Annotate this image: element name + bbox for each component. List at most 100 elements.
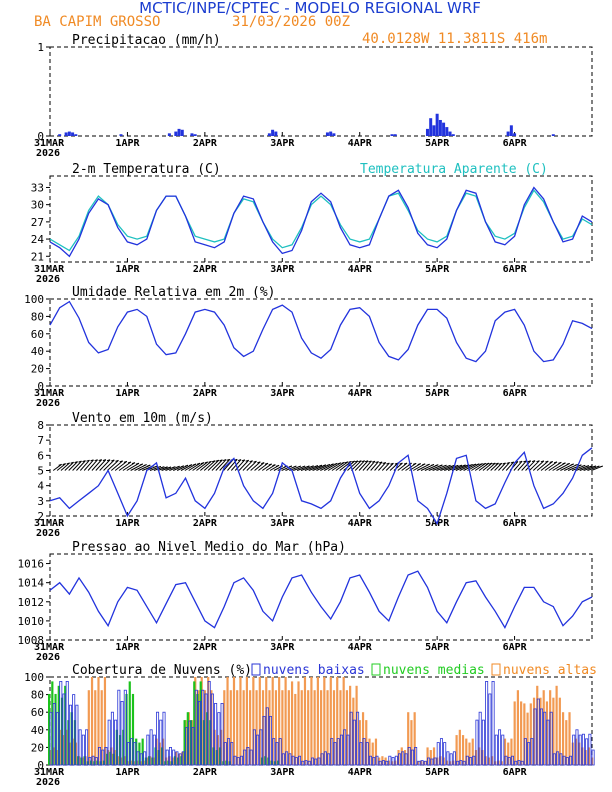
wind-barb-head — [502, 462, 506, 465]
wind-barb — [110, 460, 124, 471]
precip-bar — [435, 113, 439, 136]
pressure-title: Pressao ao Nivel Medio do Mar (hPa) — [72, 540, 346, 555]
wind-barb — [501, 462, 511, 471]
wind-barb-head — [66, 462, 70, 465]
high-cloud-bar — [310, 677, 313, 765]
wind-barb-head — [531, 460, 536, 463]
low-cloud-bar — [333, 742, 337, 766]
high-cloud-bar — [513, 701, 516, 765]
low-cloud-bar — [404, 753, 408, 766]
wind-barb-head — [553, 461, 558, 464]
low-cloud-bar — [527, 742, 531, 766]
low-cloud-bar — [249, 749, 253, 766]
wind-barb-head — [510, 461, 514, 464]
high-cloud-bar — [565, 720, 568, 765]
low-cloud-bar — [78, 729, 82, 766]
low-cloud-bar — [130, 738, 134, 766]
high-cloud-bar — [278, 677, 281, 765]
wind-barb-head — [74, 461, 78, 464]
wind-barb — [261, 463, 273, 471]
humidity-xlabel: 5APR — [425, 388, 450, 399]
low-cloud-bar — [378, 760, 382, 766]
wind-barb — [200, 460, 212, 471]
clouds-ylabel: 100 — [24, 671, 44, 684]
high-cloud-bar — [368, 738, 371, 765]
pressure-xlabel: 5APR — [425, 642, 450, 653]
precip-bar — [425, 128, 429, 136]
low-cloud-bar — [252, 729, 256, 766]
wind-panel: 31MAR 1APR 2APR 3APR 4APR 5APR 6APR20262345678… — [34, 411, 603, 539]
wind-barb — [203, 460, 216, 471]
cloud-legend-swatch — [491, 663, 501, 676]
low-cloud-bar — [546, 719, 550, 766]
high-cloud-bar — [87, 690, 90, 765]
low-cloud-bar — [285, 751, 289, 766]
wind-barb-head — [476, 463, 480, 466]
wind-barb-head — [375, 461, 379, 464]
low-cloud-bar — [243, 749, 247, 766]
high-cloud-bar — [523, 703, 526, 765]
wind-barb-head — [592, 465, 597, 468]
low-cloud-bar — [569, 755, 573, 766]
humidity-xlabel: 4APR — [348, 388, 373, 399]
wind-barb — [478, 462, 490, 471]
high-cloud-bar — [229, 690, 232, 765]
high-cloud-bar — [281, 690, 284, 765]
precip-panel: 31MAR 1APR 2APR 3APR 4APR 5APR 6APR 2026 0 1 Preci… — [34, 33, 593, 159]
header-coords: 40.0128W 11.3811S 416m — [362, 31, 547, 47]
low-cloud-bar — [420, 760, 424, 766]
wind-barb-head — [215, 459, 219, 462]
wind-barb-head — [570, 463, 574, 466]
wind-barb — [95, 459, 107, 471]
precip-bar — [190, 133, 194, 136]
wind-barb — [196, 461, 209, 471]
wind-barb-head — [86, 459, 90, 462]
low-cloud-bar — [368, 755, 372, 766]
low-cloud-bar — [436, 742, 440, 766]
low-cloud-bar — [146, 734, 150, 766]
low-cloud-bar — [175, 751, 179, 766]
low-cloud-bar — [120, 701, 124, 766]
clouds-xlabel: 6APR — [503, 767, 528, 778]
wind-barb — [83, 459, 94, 471]
wind-barb-head — [219, 459, 223, 462]
high-cloud-bar — [94, 690, 97, 765]
wind-barb-head — [288, 465, 293, 468]
low-cloud-bar — [423, 760, 427, 766]
wind-ylabel: 7 — [37, 434, 44, 447]
wind-barb — [335, 461, 349, 471]
wind-xlabel: 3APR — [270, 518, 295, 529]
high-cloud-bar — [558, 697, 561, 765]
high-cloud-bar — [458, 729, 461, 765]
low-cloud-bar — [472, 755, 476, 766]
humidity-year: 2026 — [36, 398, 60, 409]
low-cloud-bar — [191, 727, 195, 766]
low-cloud-bar — [68, 704, 72, 766]
low-cloud-bar — [543, 711, 547, 766]
high-cloud-bar — [552, 697, 555, 765]
wind-barb-head — [245, 459, 249, 462]
wind-barb-head — [488, 462, 493, 465]
low-cloud-bar — [475, 719, 479, 766]
low-cloud-bar — [281, 753, 285, 766]
low-cloud-bar — [456, 760, 460, 766]
wind-barb-head — [337, 462, 342, 465]
wind-barb-head — [257, 461, 261, 464]
pressure-xlabel: 1APR — [115, 642, 140, 653]
wind-barb-head — [172, 466, 176, 469]
high-cloud-bar — [468, 742, 471, 765]
wind-barb-head — [348, 460, 352, 463]
wind-barb-head — [422, 463, 426, 466]
wind-barb — [482, 462, 493, 471]
wind-barb-head — [322, 464, 327, 467]
wind-barb-head — [447, 464, 451, 467]
low-cloud-bar — [514, 760, 518, 766]
wind-barb — [250, 461, 261, 471]
high-cloud-bar — [271, 677, 274, 765]
precip-bar — [177, 128, 181, 136]
wind-barb-head — [386, 462, 390, 465]
low-cloud-bar — [181, 751, 185, 766]
wind-barb-head — [458, 464, 463, 467]
low-cloud-bar — [162, 711, 166, 766]
clouds-ylabel: 0 — [37, 759, 44, 772]
